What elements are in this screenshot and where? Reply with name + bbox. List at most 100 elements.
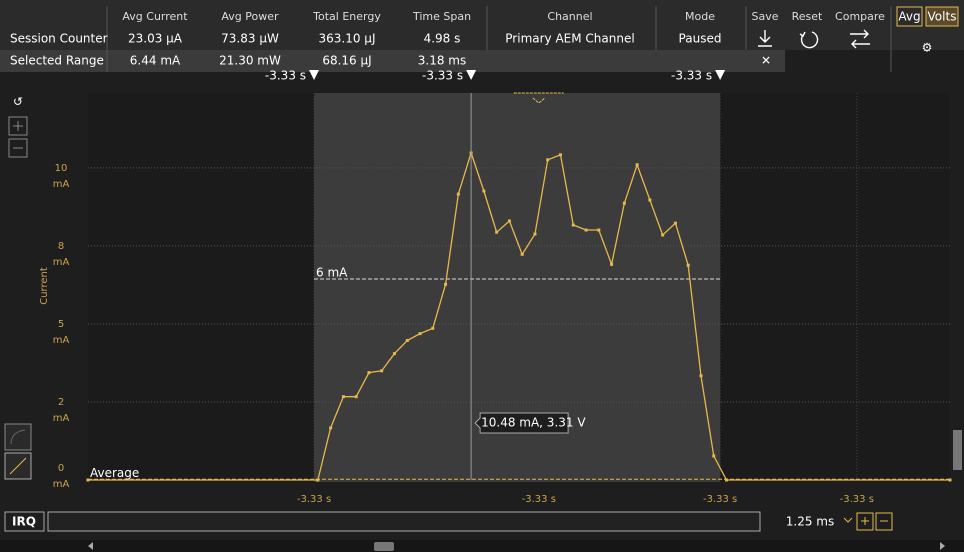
marker [715,70,726,80]
chevron [513,92,564,104]
v-scroll[interactable] [953,430,962,470]
cell: 73.83 µW [221,32,279,46]
sample-point [712,454,716,458]
row-label: Selected Range [10,54,104,68]
sample-point [456,192,460,196]
x-tick-label: -3.33 s [703,494,737,505]
sample-point [507,219,511,223]
column-header: Total Energy [312,10,381,23]
y-tick-unit: mA [53,179,70,190]
column-header: Mode [685,10,715,23]
window-controls [843,512,893,531]
irq-bar [47,511,761,532]
y-tick-unit: mA [53,413,70,424]
sample-point [380,369,384,373]
sample-point [405,338,409,342]
y-tick-unit: mA [53,479,70,490]
sample-point [673,221,677,225]
average-label: Average [90,466,139,480]
y-tick-label: 8 [58,241,64,252]
sample-point [571,223,575,227]
sample-point [584,228,588,232]
y-axis-label: Current [39,267,50,305]
scrollbar-thumb[interactable] [374,542,394,551]
range-average-label: 6 mA [316,266,348,280]
marker [466,70,477,80]
sample-point [86,478,90,482]
sample-point [635,163,639,167]
cell: 21.30 mW [219,54,281,68]
cell: 6.44 mA [130,54,181,68]
cell: 4.98 s [424,32,461,46]
sample-point [699,374,703,378]
y-tick-label: 0 [58,463,64,474]
cell: Paused [679,32,722,46]
button-icons [758,29,870,49]
sample-point [495,230,499,234]
range-row [0,50,785,72]
cell: 363.10 µJ [319,32,376,46]
sample-point [597,228,601,232]
sample-point [648,198,652,202]
column-header: Channel [547,10,592,23]
button-label[interactable]: Compare [835,10,885,23]
scrollbar-track [0,540,964,552]
y-tick-unit: mA [53,257,70,268]
x-tick-label: -3.33 s [297,494,331,505]
header-panel [0,0,964,50]
toggle-box [896,6,923,27]
toggle[interactable]: Avg [898,10,920,24]
irq-label: IRQ [12,515,36,529]
sample-point [316,478,320,482]
tooltip-box [474,412,569,434]
marker-label: -3.33 s [265,69,306,83]
column-header: Avg Power [221,10,279,23]
sample-point [559,153,563,157]
close-range[interactable]: ✕ [761,54,771,68]
y-tick-label: 2 [58,397,64,408]
x-tick-label: -3.33 s [522,494,556,505]
sample-point [546,158,550,162]
sample-point [341,395,345,399]
button-label[interactable]: Save [751,10,778,23]
sample-point [520,252,524,256]
sample-point [661,233,665,237]
toggle[interactable]: Volts [928,10,957,24]
sample-point [431,326,435,330]
cell: 3.18 ms [418,54,466,68]
sample-point [533,232,537,236]
row-label: Session Counter [10,32,108,46]
sample-point [948,478,952,482]
reset-zoom[interactable]: ↺ [13,95,23,109]
header-dividers [106,6,892,72]
sample-point [482,189,486,193]
sample-point [392,352,396,356]
cell: 23.03 µA [128,32,183,46]
irq-box [4,511,45,532]
button-label[interactable]: Reset [792,10,823,23]
cell: Primary AEM Channel [505,32,634,46]
settings[interactable]: ⚙ [922,41,933,55]
sample-point [622,201,626,205]
y-tick-label: 10 [55,163,68,174]
toggle-box [925,6,959,27]
sample-point [329,426,333,430]
column-header: Time Span [412,10,471,23]
sample-point [725,478,729,482]
marker-label: -3.33 s [671,69,712,83]
sample-point [686,263,690,267]
sample-point [610,262,614,266]
y-tick-unit: mA [53,335,70,346]
y-tick-label: 5 [58,319,64,330]
marker [309,70,320,80]
sample-point [444,282,448,286]
time-window[interactable]: 1.25 ms [786,515,834,529]
sample-point [367,371,371,375]
column-header: Avg Current [122,10,188,23]
cell: 68.16 µJ [322,54,371,68]
zoom-tools [4,116,32,480]
x-tick-label: -3.33 s [840,494,874,505]
sample-point [418,332,422,336]
sample-point [354,395,358,399]
